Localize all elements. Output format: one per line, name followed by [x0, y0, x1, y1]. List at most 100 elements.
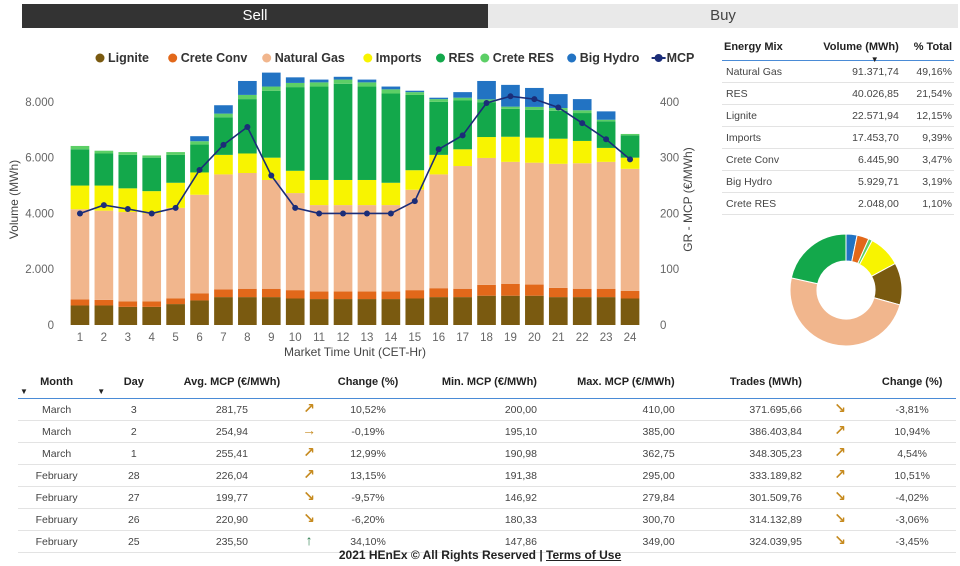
energy-mix-row[interactable]: Crete RES 2.048,00 1,10%: [722, 192, 954, 215]
bar-stack-5[interactable]: [166, 152, 185, 325]
mcp-point[interactable]: [363, 210, 370, 217]
mcp-point[interactable]: [76, 210, 83, 217]
mcp-point[interactable]: [100, 202, 107, 209]
legend-item-crete_conv[interactable]: Crete Conv: [168, 51, 247, 65]
energy-mix-col-volume[interactable]: Volume (MWh) ▼: [800, 38, 901, 64]
mcp-point[interactable]: [220, 141, 227, 148]
energy-mix-col-name[interactable]: Energy Mix: [722, 38, 801, 61]
mcp-point[interactable]: [483, 100, 490, 107]
trades-col-max-mcp[interactable]: Max. MCP (€/MWh): [546, 372, 685, 399]
energy-mix-row[interactable]: Imports 17.453,70 9,39%: [722, 126, 954, 149]
mcp-point[interactable]: [435, 146, 442, 153]
legend-item-imports[interactable]: Imports: [363, 51, 422, 65]
bar-stack-6[interactable]: [190, 136, 209, 325]
trades-day: 25: [95, 530, 173, 553]
bar-segment-crete_res: [357, 82, 377, 87]
energy-mix-row[interactable]: Crete Conv 6.445,90 3,47%: [722, 148, 954, 171]
legend-item-natural_gas[interactable]: Natural Gas: [262, 51, 345, 65]
trades-row[interactable]: February 25 235,50 ↑ 34,10% 147,86 349,00 324.0…: [18, 530, 956, 553]
legend-item-big_hydro[interactable]: Big Hydro: [567, 51, 640, 65]
tab-buy[interactable]: Buy: [488, 4, 958, 28]
trades-col-avg-mcp[interactable]: Avg. MCP (€/MWh): [172, 372, 292, 399]
mcp-point[interactable]: [340, 210, 347, 217]
bar-segment-crete_conv: [309, 291, 329, 300]
bar-stack-14[interactable]: [381, 86, 401, 325]
trades-change-2: -3,81%: [868, 398, 956, 421]
bar-stack-9[interactable]: [261, 72, 281, 325]
energy-mix-row[interactable]: RES 40.026,85 21,54%: [722, 82, 954, 105]
tab-sell[interactable]: Sell: [22, 4, 488, 28]
mcp-point[interactable]: [172, 204, 179, 211]
trades-col-month[interactable]: Month ▼: [18, 372, 96, 399]
terms-of-use-link[interactable]: Terms of Use: [546, 548, 622, 562]
bar-stack-11[interactable]: [309, 79, 329, 325]
energy-mix-row[interactable]: Big Hydro 5.929,71 3,19%: [722, 170, 954, 193]
bar-stack-1[interactable]: [70, 145, 90, 325]
bar-stack-15[interactable]: [405, 90, 425, 325]
mcp-point[interactable]: [507, 93, 514, 100]
trades-row[interactable]: March 2 254,94 → -0,19% 195,10 385,00 386.403,8…: [18, 420, 956, 443]
trades-col-volume[interactable]: Trades (MWh): [684, 372, 812, 399]
bar-stack-16[interactable]: [429, 97, 449, 325]
mcp-point[interactable]: [196, 166, 203, 173]
mcp-point[interactable]: [603, 136, 610, 143]
mcp-point[interactable]: [531, 96, 538, 103]
tab-bar: Sell Buy: [22, 4, 958, 28]
bar-segment-natural_gas: [501, 161, 520, 285]
energy-mix-row[interactable]: Natural Gas 91.371,74 49,16%: [722, 60, 954, 83]
bar-stack-12[interactable]: [333, 76, 353, 325]
legend-item-lignite[interactable]: Lignite: [95, 51, 150, 65]
legend-item-res[interactable]: RES: [436, 51, 474, 65]
trades-change: 12,99%: [326, 442, 410, 465]
mcp-point[interactable]: [459, 132, 466, 139]
mcp-point[interactable]: [268, 172, 275, 179]
bar-stack-3[interactable]: [118, 152, 138, 325]
mcp-point[interactable]: [148, 210, 155, 217]
legend-item-crete_res[interactable]: Crete RES: [480, 51, 554, 65]
energy-mix-volume: 91.371,74: [800, 60, 901, 83]
energy-mix-row[interactable]: Lignite 22.571,94 12,15%: [722, 104, 954, 127]
mcp-point[interactable]: [387, 210, 394, 217]
trades-row[interactable]: February 26 220,90 ↘ -6,20% 180,33 300,70 314.1…: [18, 508, 956, 531]
bar-stack-24[interactable]: [620, 133, 640, 325]
mcp-point[interactable]: [124, 205, 131, 212]
bar-segment-lignite: [94, 305, 114, 325]
trades-col-change-2[interactable]: Change (%): [868, 372, 956, 399]
bar-stack-4[interactable]: [142, 155, 162, 325]
trades-row[interactable]: March 1 255,41 ↗ 12,99% 190,98 362,75 348.305,2…: [18, 442, 956, 465]
mcp-point[interactable]: [579, 120, 586, 127]
mcp-point[interactable]: [244, 123, 251, 130]
donut-slice-natural_gas[interactable]: [789, 277, 901, 347]
bar-stack-7[interactable]: [214, 105, 233, 325]
bar-segment-natural_gas: [166, 207, 185, 299]
trades-row[interactable]: March 3 281,75 ↗ 10,52% 200,00 410,00 371.695,6…: [18, 398, 956, 421]
mcp-point[interactable]: [555, 104, 562, 111]
trades-row[interactable]: February 28 226,04 ↗ 13,15% 191,38 295,00 333.1…: [18, 464, 956, 487]
trades-col-change[interactable]: Change (%): [326, 372, 410, 399]
bar-segment-res: [381, 93, 401, 183]
bar-stack-22[interactable]: [572, 99, 592, 325]
trades-col-day[interactable]: Day ▼: [95, 372, 173, 399]
bar-stack-20[interactable]: [525, 87, 544, 325]
bar-stack-23[interactable]: [596, 111, 616, 325]
bar-stack-2[interactable]: [94, 150, 114, 325]
mcp-point[interactable]: [411, 198, 418, 205]
bar-segment-lignite: [70, 305, 90, 325]
bar-stack-8[interactable]: [238, 80, 257, 325]
mcp-point[interactable]: [292, 204, 299, 211]
bar-stack-17[interactable]: [453, 92, 472, 325]
mcp-point[interactable]: [316, 210, 323, 217]
donut-slice-res[interactable]: [790, 233, 847, 285]
bar-stack-21[interactable]: [548, 94, 568, 325]
legend-item-mcp[interactable]: MCP: [651, 51, 695, 65]
energy-mix-col-pct[interactable]: % Total: [900, 38, 954, 61]
trades-row[interactable]: February 27 199,77 ↘ -9,57% 146,92 279,84 301.5…: [18, 486, 956, 509]
bar-stack-19[interactable]: [501, 84, 520, 325]
bar-stack-13[interactable]: [357, 79, 377, 325]
bar-stack-10[interactable]: [285, 77, 305, 325]
mcp-point[interactable]: [627, 156, 634, 163]
trades-col-min-mcp[interactable]: Min. MCP (€/MWh): [409, 372, 547, 399]
bar-stack-18[interactable]: [477, 80, 496, 325]
bar-segment-lignite: [357, 299, 377, 325]
legend-marker-mcp: [654, 54, 663, 62]
